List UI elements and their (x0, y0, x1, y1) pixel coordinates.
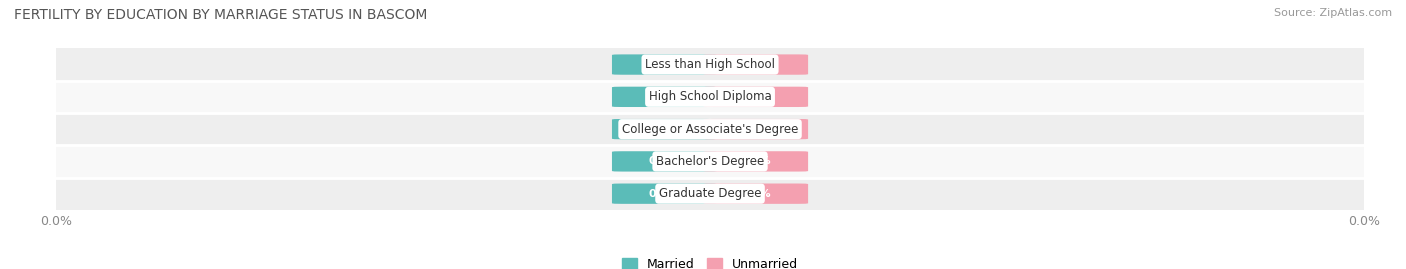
FancyBboxPatch shape (612, 87, 717, 107)
Text: High School Diploma: High School Diploma (648, 90, 772, 103)
Text: 0.0%: 0.0% (741, 124, 770, 134)
Text: 0.0%: 0.0% (650, 189, 679, 199)
Text: 0.0%: 0.0% (741, 92, 770, 102)
Bar (56, 145, 1364, 178)
Text: 0.0%: 0.0% (650, 92, 679, 102)
Text: 0.0%: 0.0% (650, 59, 679, 70)
FancyBboxPatch shape (703, 183, 808, 204)
Bar (56, 81, 1364, 113)
FancyBboxPatch shape (703, 151, 808, 172)
Bar (56, 178, 1364, 210)
FancyBboxPatch shape (612, 54, 717, 75)
Bar (56, 48, 1364, 81)
FancyBboxPatch shape (703, 119, 808, 139)
Text: Graduate Degree: Graduate Degree (659, 187, 761, 200)
Text: Source: ZipAtlas.com: Source: ZipAtlas.com (1274, 8, 1392, 18)
Text: 0.0%: 0.0% (650, 156, 679, 167)
FancyBboxPatch shape (703, 87, 808, 107)
FancyBboxPatch shape (612, 151, 717, 172)
Text: 0.0%: 0.0% (741, 59, 770, 70)
Text: 0.0%: 0.0% (741, 189, 770, 199)
Legend: Married, Unmarried: Married, Unmarried (617, 253, 803, 269)
Text: College or Associate's Degree: College or Associate's Degree (621, 123, 799, 136)
FancyBboxPatch shape (612, 183, 717, 204)
FancyBboxPatch shape (612, 119, 717, 139)
Text: Bachelor's Degree: Bachelor's Degree (657, 155, 763, 168)
Text: Less than High School: Less than High School (645, 58, 775, 71)
Text: 0.0%: 0.0% (650, 124, 679, 134)
Text: FERTILITY BY EDUCATION BY MARRIAGE STATUS IN BASCOM: FERTILITY BY EDUCATION BY MARRIAGE STATU… (14, 8, 427, 22)
Bar (56, 113, 1364, 145)
Text: 0.0%: 0.0% (741, 156, 770, 167)
FancyBboxPatch shape (703, 54, 808, 75)
